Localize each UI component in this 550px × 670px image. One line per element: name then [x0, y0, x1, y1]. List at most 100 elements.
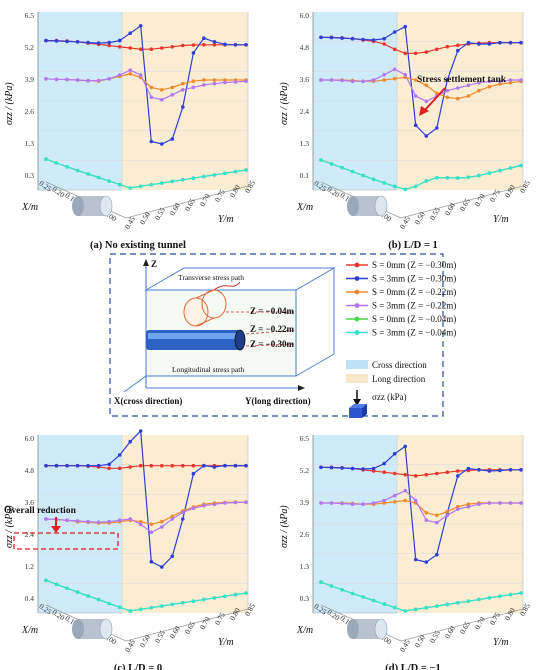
- data-point-s3_30: [86, 40, 90, 45]
- data-point-s3_30: [487, 469, 492, 473]
- data-point-s3_30: [498, 468, 502, 473]
- data-point-s3_04: [233, 592, 238, 597]
- annotation-arrow: [424, 87, 446, 111]
- data-point-s0_22: [435, 91, 439, 96]
- data-point-s3_04: [107, 601, 111, 606]
- tunnel-cylinder-body: [78, 196, 106, 216]
- data-point-s3_30: [44, 38, 48, 43]
- data-point-s3_04: [466, 175, 471, 180]
- data-point-s3_30: [403, 444, 407, 449]
- z2-label: Z = −0.22m: [250, 324, 295, 334]
- z1-label: Z = −0.04m: [250, 306, 295, 316]
- y-tick-label: 0.50: [138, 210, 152, 226]
- data-point-s3_30: [233, 463, 238, 468]
- tunnel-cylinder-front: [99, 195, 113, 217]
- legend-label-s0_22: S = 0mm (Z = −0.22m): [372, 287, 456, 297]
- y-tick-label: 0.70: [198, 192, 212, 208]
- data-point-s3_04: [340, 588, 344, 592]
- tunnel-cylinder-back: [347, 619, 359, 639]
- data-point-s3_30: [160, 142, 164, 146]
- z-axis-label: σzz / (kPa): [279, 505, 290, 548]
- data-point-s3_22: [149, 530, 154, 535]
- data-point-s3_30: [361, 467, 365, 471]
- data-point-s0_30: [424, 50, 429, 54]
- data-point-s3_22: [75, 78, 80, 82]
- data-point-s3_30: [329, 465, 334, 470]
- data-point-s3_04: [329, 584, 334, 588]
- data-point-s0_22: [466, 502, 471, 506]
- data-point-s3_22: [498, 501, 502, 505]
- data-point-s3_04: [86, 172, 90, 176]
- cross-direction-label: Cross direction: [372, 360, 427, 370]
- data-point-s3_04: [107, 179, 111, 183]
- data-point-s3_30: [128, 439, 132, 444]
- data-point-s0_30: [191, 463, 196, 468]
- data-point-s3_30: [54, 39, 59, 43]
- data-point-s0_30: [403, 472, 407, 477]
- data-point-s3_30: [181, 105, 185, 109]
- z-tick-label: 6.5: [25, 11, 35, 20]
- data-point-s0_22: [477, 88, 481, 93]
- legend-label-s3_22: S = 3mm (Z = −0.22m): [372, 301, 456, 311]
- cube-top: [349, 404, 367, 408]
- y-tick-label: 0.50: [413, 210, 427, 226]
- data-point-s3_22: [361, 79, 365, 84]
- data-point-s3_30: [466, 466, 471, 471]
- data-point-s3_04: [65, 165, 69, 169]
- data-point-s3_22: [382, 498, 386, 503]
- data-point-s3_22: [128, 517, 132, 521]
- data-point-s3_30: [487, 42, 492, 46]
- data-point-s3_04: [128, 186, 132, 190]
- z-tick-label: 5.2: [25, 43, 35, 52]
- data-point-s3_22: [233, 80, 238, 84]
- legend-marker-s0_30: [354, 262, 360, 268]
- y-tick-label: 0.45: [398, 638, 412, 654]
- data-point-s0_30: [456, 469, 460, 473]
- data-point-s3_22: [202, 503, 206, 508]
- tunnel-cylinder-front: [374, 195, 388, 217]
- data-point-s3_22: [350, 502, 355, 506]
- data-point-s3_22: [75, 519, 80, 523]
- data-point-s3_30: [508, 40, 513, 45]
- data-point-s0_22: [456, 96, 460, 101]
- schematic-x-axis-label: X(cross direction): [114, 396, 182, 406]
- data-point-s3_30: [340, 466, 344, 470]
- data-point-s3_04: [519, 163, 523, 168]
- data-point-s3_04: [319, 158, 323, 162]
- data-point-s0_22: [456, 504, 460, 509]
- y-tick-label: 0.45: [123, 638, 137, 654]
- data-point-s0_22: [508, 80, 513, 85]
- data-point-s3_04: [96, 175, 101, 180]
- data-point-s3_22: [212, 81, 217, 86]
- data-point-s3_22: [466, 504, 471, 509]
- data-point-s3_04: [371, 177, 376, 182]
- data-point-s3_04: [202, 174, 206, 179]
- y-axis: [400, 185, 524, 219]
- data-point-s3_04: [244, 591, 248, 595]
- y-tick-label: 0.50: [413, 633, 427, 649]
- data-point-s3_04: [170, 179, 175, 184]
- data-point-s3_04: [403, 187, 407, 192]
- x-axis-line: [123, 375, 147, 393]
- legend-label-s0_30: S = 0mm (Z = −0.30m): [372, 260, 456, 270]
- data-point-s0_22: [466, 94, 471, 98]
- data-point-s3_30: [233, 43, 238, 47]
- schematic-z-axis-label: Z: [151, 259, 157, 269]
- y-axis: [125, 608, 249, 642]
- data-point-s0_22: [160, 88, 164, 92]
- data-point-s3_22: [340, 78, 344, 83]
- z-tick-label: 2.6: [25, 107, 35, 116]
- data-point-s3_04: [149, 605, 154, 610]
- tunnel-cylinder-body: [353, 619, 381, 639]
- cube-front: [349, 408, 362, 418]
- data-point-s3_30: [181, 517, 185, 521]
- z-tick-label: 3.6: [300, 75, 310, 84]
- data-point-s3_30: [319, 465, 323, 470]
- data-point-s3_22: [382, 72, 386, 77]
- data-point-s3_30: [403, 24, 407, 29]
- data-point-s3_04: [487, 596, 492, 600]
- data-point-s0_22: [413, 78, 418, 82]
